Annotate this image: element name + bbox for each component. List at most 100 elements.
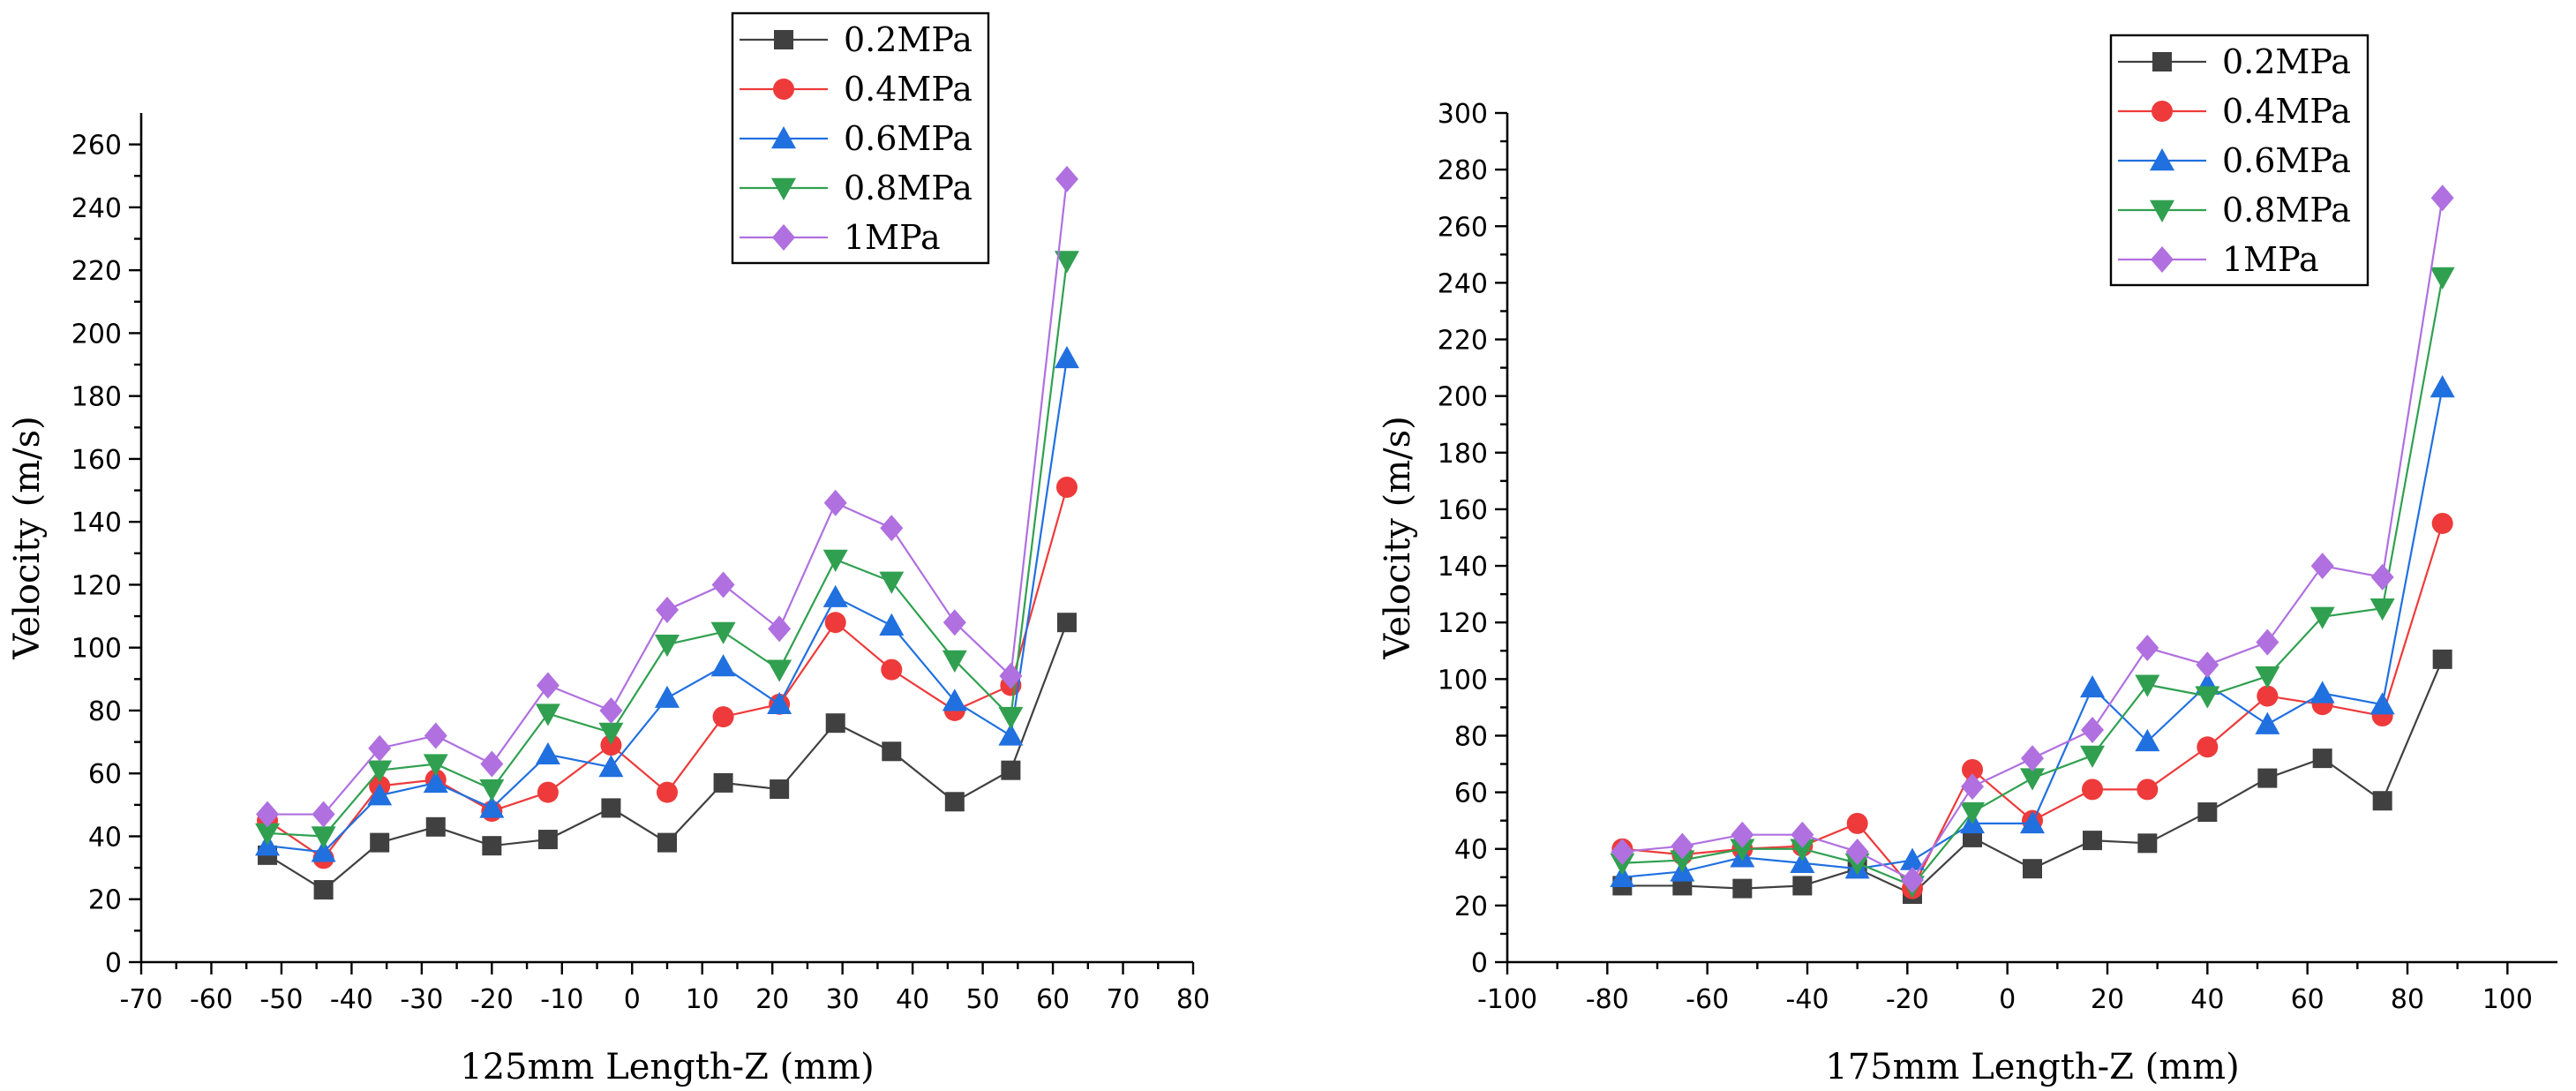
x-tick-label: -40 (1786, 984, 1829, 1015)
data-point (368, 734, 392, 762)
data-point (1900, 847, 1925, 870)
legend-label: 0.6MPa (2222, 141, 2351, 180)
data-point (313, 880, 334, 900)
x-tick-label: 60 (1036, 984, 1070, 1015)
data-point (1846, 812, 1868, 834)
data-point (767, 659, 792, 682)
data-point (2197, 736, 2219, 758)
data-point (655, 685, 680, 708)
data-point (2020, 810, 2045, 834)
data-point (2310, 553, 2334, 580)
x-tick-label: 40 (2190, 984, 2224, 1015)
data-point (2135, 674, 2160, 697)
data-point (2256, 628, 2279, 656)
x-tick-label: 20 (2091, 984, 2124, 1015)
data-point (601, 798, 621, 818)
series-line-0.8MPa (1622, 276, 2444, 887)
y-axis-title: Velocity (m/s) (1378, 416, 1418, 660)
data-point (1790, 850, 1815, 873)
data-point (598, 722, 624, 745)
x-tick-label: 0 (1999, 984, 2016, 1015)
legend-label: 0.4MPa (2222, 92, 2351, 131)
x-tick-label: 40 (896, 984, 929, 1015)
legend-marker (773, 79, 794, 100)
data-point (2137, 833, 2158, 854)
data-point (1960, 801, 1985, 825)
y-tick-label: 180 (71, 382, 122, 413)
y-tick-label: 80 (88, 696, 122, 727)
legend-label: 0.8MPa (844, 169, 973, 207)
x-tick-label: 100 (2482, 984, 2533, 1015)
x-tick-label: -20 (1886, 984, 1929, 1015)
legend-marker (774, 30, 793, 49)
legend-marker (771, 126, 796, 149)
data-point (256, 801, 280, 828)
data-point (657, 781, 678, 803)
y-tick-label: 140 (1438, 552, 1488, 583)
y-tick-label: 80 (1454, 721, 1488, 752)
data-point (2196, 651, 2219, 679)
x-tick-label: -50 (259, 984, 303, 1015)
data-point (998, 723, 1024, 746)
x-tick-label: 20 (755, 984, 789, 1015)
data-point (1732, 878, 1753, 899)
y-tick-label: 100 (1438, 665, 1488, 696)
data-point (311, 826, 336, 849)
data-point (535, 741, 560, 765)
x-tick-label: -100 (1477, 984, 1537, 1015)
y-tick-label: 160 (71, 445, 122, 476)
x-tick-label: -40 (330, 984, 373, 1015)
data-point (2082, 779, 2103, 801)
data-point (825, 713, 845, 734)
data-point (767, 691, 792, 715)
legend-label: 1MPa (844, 218, 941, 257)
right-chart: 0204060801001201401601802002202402602803… (1378, 34, 2557, 1087)
data-point (2309, 681, 2335, 704)
y-tick-label: 280 (1438, 155, 1488, 186)
data-point (599, 696, 623, 724)
data-point (367, 783, 393, 806)
data-point (423, 754, 448, 777)
data-point (2430, 267, 2455, 290)
data-point (655, 634, 680, 658)
y-tick-label: 300 (1438, 99, 1488, 130)
data-point (423, 770, 448, 794)
data-point (1056, 613, 1077, 633)
data-point (1054, 251, 1079, 274)
data-point (2137, 779, 2159, 801)
legend-marker (2150, 199, 2174, 222)
data-point (2080, 745, 2105, 768)
data-point (824, 612, 846, 634)
y-tick-label: 120 (1438, 608, 1488, 639)
data-point (2255, 711, 2280, 734)
data-point (2257, 768, 2278, 788)
data-point (2432, 649, 2452, 669)
y-axis-title: Velocity (m/s) (7, 416, 48, 660)
data-point (2083, 831, 2102, 851)
y-tick-label: 180 (1438, 439, 1488, 470)
y-tick-label: 40 (88, 822, 122, 853)
y-tick-label: 200 (1438, 382, 1488, 413)
y-tick-label: 160 (1438, 495, 1488, 526)
y-tick-label: 20 (1454, 892, 1488, 922)
x-axis-title: 175mm Length-Z (mm) (1825, 1047, 2239, 1087)
data-point (598, 755, 624, 778)
data-point (424, 722, 447, 749)
data-point (1961, 773, 1984, 801)
x-tick-label: 10 (686, 984, 719, 1015)
data-point (944, 792, 965, 812)
data-point (1790, 839, 1815, 862)
data-point (367, 760, 393, 783)
data-point (2430, 375, 2455, 398)
y-tick-label: 140 (71, 508, 122, 538)
data-point (770, 779, 790, 800)
x-tick-label: 80 (1176, 984, 1210, 1015)
data-point (882, 741, 902, 762)
data-point (1845, 838, 1869, 865)
legend-label: 0.4MPa (844, 70, 973, 109)
data-point (1055, 165, 1078, 192)
data-point (880, 515, 904, 542)
data-point (2020, 768, 2045, 791)
data-point (2021, 745, 2044, 772)
legend-label: 0.8MPa (2222, 191, 2351, 229)
